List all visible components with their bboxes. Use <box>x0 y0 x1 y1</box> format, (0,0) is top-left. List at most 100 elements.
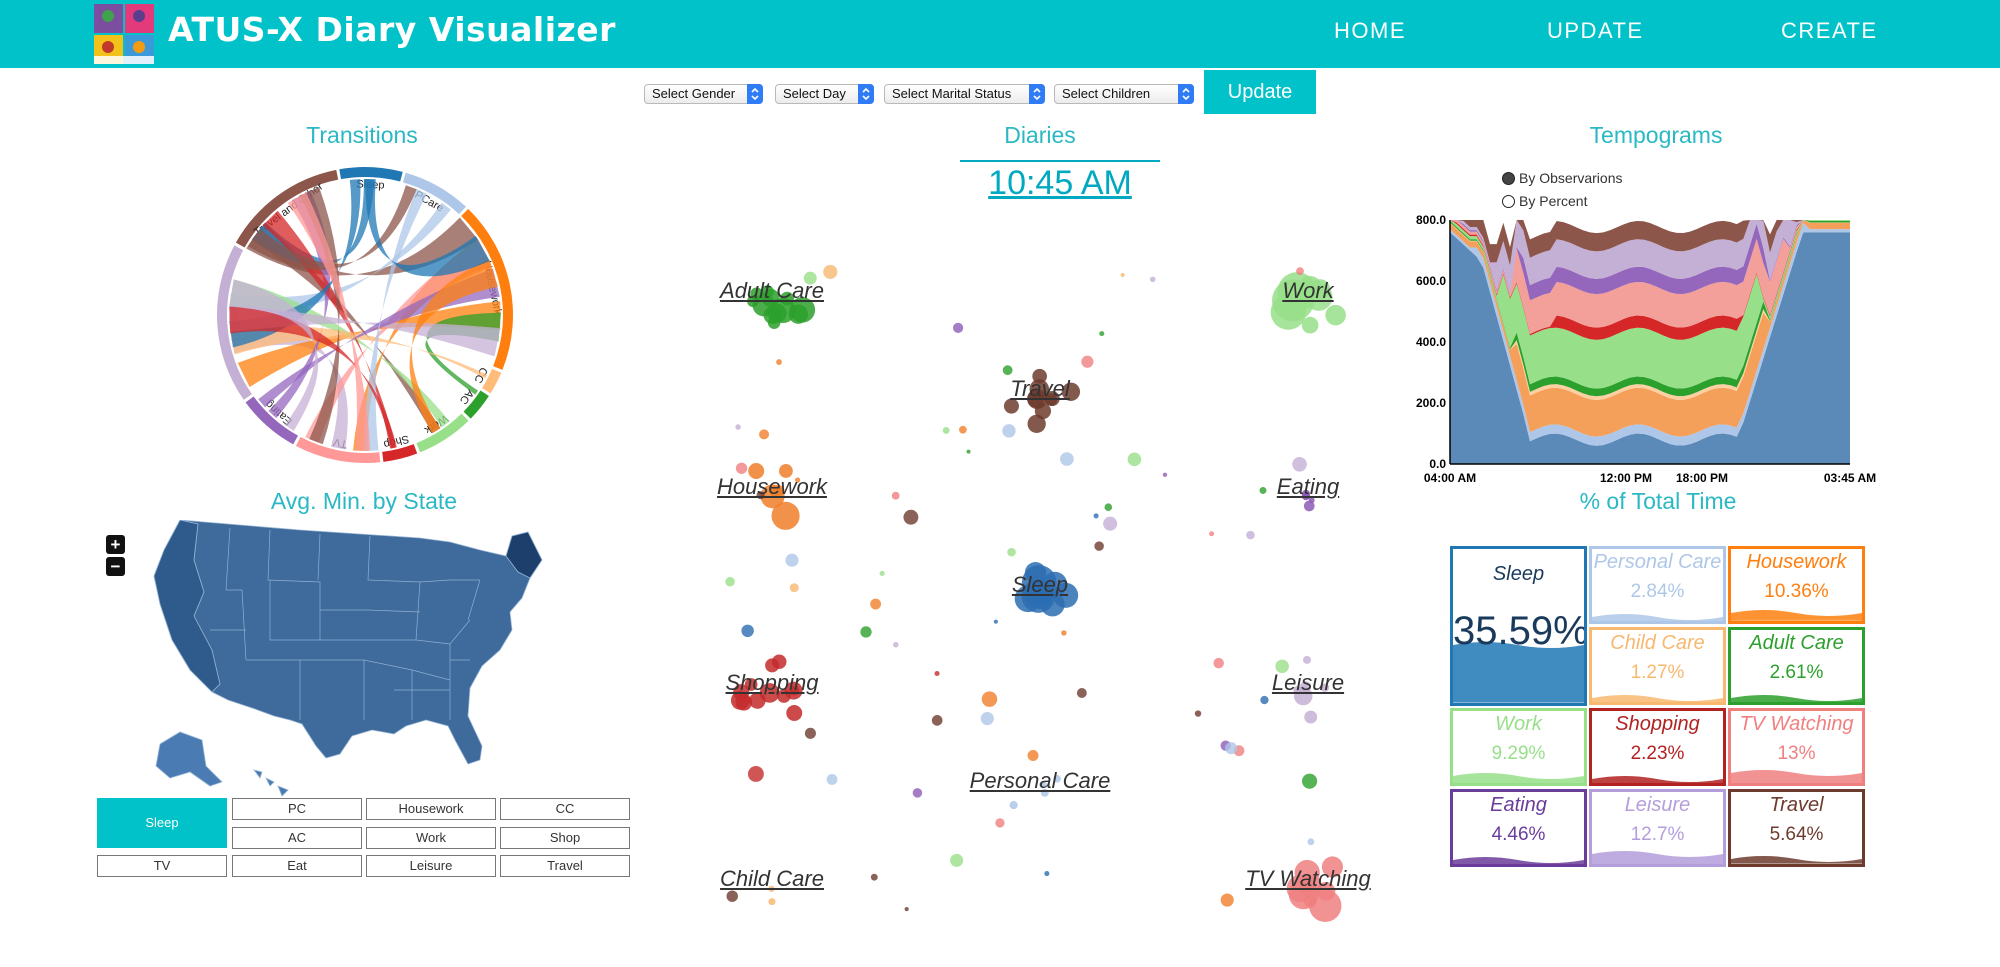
nav-home[interactable]: HOME <box>1334 18 1406 43</box>
diary-bubble[interactable] <box>1301 316 1319 334</box>
pct-cell[interactable]: Leisure 12.7% <box>1589 789 1726 867</box>
diary-bubble[interactable] <box>1316 881 1336 901</box>
diary-bubble[interactable] <box>1103 516 1118 531</box>
diary-bubble[interactable] <box>1307 838 1315 846</box>
diary-bubble[interactable] <box>1293 686 1313 706</box>
pct-cell[interactable]: Housework 10.36% <box>1728 546 1865 624</box>
state-btn-eat[interactable]: Eat <box>232 855 362 877</box>
diary-bubble[interactable] <box>1009 800 1018 810</box>
nav-create[interactable]: CREATE <box>1781 18 1878 43</box>
diary-bubble[interactable] <box>741 624 754 638</box>
pct-cell[interactable]: Sleep 35.59% <box>1450 546 1587 706</box>
diary-bubble[interactable] <box>789 297 816 323</box>
diary-bubble[interactable] <box>1325 304 1346 326</box>
chord-arc[interactable] <box>382 444 418 462</box>
diary-bubble[interactable] <box>1044 871 1050 877</box>
zoom-in-button[interactable]: + <box>106 535 125 554</box>
diary-bubble[interactable] <box>942 426 950 434</box>
chord-ribbon[interactable] <box>364 189 427 451</box>
chord-arc[interactable] <box>463 390 489 419</box>
diary-bubble[interactable] <box>735 424 741 430</box>
bubble-label-eating[interactable]: Eating <box>1276 474 1340 499</box>
diary-bubble[interactable] <box>891 491 900 500</box>
tempogram-area-chart[interactable]: 800.0 600.0 400.0 200.0 0.004:00 AM 12:00 PM 1… <box>1410 210 1890 500</box>
diary-bubble[interactable] <box>879 570 885 576</box>
diary-bubble[interactable] <box>912 788 923 798</box>
state-btn-work[interactable]: Work <box>366 827 496 849</box>
diary-bubble[interactable] <box>771 501 800 530</box>
diary-bubble[interactable] <box>1213 657 1224 669</box>
bubble-label-travel[interactable]: Travel <box>1010 376 1070 401</box>
diary-bubble[interactable] <box>760 484 785 509</box>
pct-cell[interactable]: Child Care 1.27% <box>1589 627 1726 705</box>
state-btn-tv[interactable]: TV <box>97 855 227 877</box>
diary-bubble[interactable] <box>789 685 800 696</box>
diary-bubble[interactable] <box>1027 390 1045 408</box>
diary-bubble[interactable] <box>759 429 770 440</box>
tempogram-area[interactable] <box>1450 220 1850 400</box>
diary-bubble[interactable] <box>826 773 838 785</box>
diary-bubble[interactable] <box>1060 452 1074 466</box>
chord-arc[interactable] <box>235 169 339 248</box>
diary-bubble[interactable] <box>959 425 967 434</box>
bubble-label-adult-care[interactable]: Adult Care <box>720 278 824 303</box>
bubble-label-personal-care[interactable]: Personal Care <box>969 768 1111 793</box>
chord-ribbon[interactable] <box>229 325 488 379</box>
tempogram-area[interactable] <box>1450 220 1850 389</box>
chord-ribbon[interactable] <box>365 179 490 277</box>
diary-bubble[interactable] <box>993 619 998 624</box>
diary-bubble[interactable] <box>1301 489 1311 499</box>
diary-bubble[interactable] <box>870 598 882 610</box>
tempogram-area[interactable] <box>1450 220 1850 334</box>
chord-ribbon[interactable] <box>409 259 499 434</box>
bubble-label-leisure[interactable]: Leisure <box>1271 670 1345 695</box>
chord-arc[interactable] <box>217 245 252 400</box>
chord-arc[interactable] <box>416 413 469 453</box>
diary-bubble[interactable] <box>823 264 838 279</box>
diary-bubble[interactable] <box>1302 655 1311 664</box>
diary-bubble[interactable] <box>1220 893 1234 907</box>
diary-bubble[interactable] <box>1162 472 1168 477</box>
diary-bubble[interactable] <box>950 853 964 867</box>
alaska-shape[interactable] <box>155 731 223 787</box>
diary-bubble[interactable] <box>1002 424 1016 438</box>
diary-bubble[interactable] <box>747 766 764 782</box>
diary-bubble[interactable] <box>904 907 909 912</box>
diary-bubble[interactable] <box>1014 585 1042 613</box>
diary-bubble[interactable] <box>1283 293 1305 316</box>
diary-bubble[interactable] <box>785 553 799 567</box>
marital-select[interactable]: Select Marital Status <box>884 84 1045 104</box>
state-btn-shop[interactable]: Shop <box>500 827 630 849</box>
tempogram-area[interactable] <box>1450 220 1850 266</box>
diary-bubble[interactable] <box>981 691 998 707</box>
pct-cell[interactable]: Shopping 2.23% <box>1589 708 1726 786</box>
diary-bubble[interactable] <box>980 711 994 726</box>
tempogram-area[interactable] <box>1450 220 1850 437</box>
diary-bubble[interactable] <box>1027 414 1046 434</box>
diary-bubble[interactable] <box>735 462 748 474</box>
diary-bubble[interactable] <box>1194 710 1202 717</box>
pct-cell[interactable]: Adult Care 2.61% <box>1728 627 1865 705</box>
diary-bubble[interactable] <box>725 577 735 587</box>
pct-cell[interactable]: Personal Care 2.84% <box>1589 546 1726 624</box>
diary-bubble[interactable] <box>995 818 1005 828</box>
diary-bubble[interactable] <box>765 658 780 673</box>
diary-bubble[interactable] <box>1286 874 1314 902</box>
diary-bubble[interactable] <box>768 885 775 892</box>
diary-bubble[interactable] <box>1007 547 1016 557</box>
diary-bubble[interactable] <box>750 287 764 301</box>
maine-shape[interactable] <box>505 531 543 579</box>
diary-bubble[interactable] <box>1061 630 1067 636</box>
diary-bubble[interactable] <box>804 727 816 739</box>
diary-bubble[interactable] <box>1321 856 1344 878</box>
tempogram-area[interactable] <box>1450 223 1850 446</box>
nav-update[interactable]: UPDATE <box>1547 18 1644 43</box>
diary-bubble[interactable] <box>1044 391 1060 407</box>
chord-arc[interactable] <box>461 208 513 370</box>
diary-bubble[interactable] <box>1053 775 1061 783</box>
diary-bubble[interactable] <box>1275 659 1289 674</box>
chord-ribbon[interactable] <box>237 301 501 388</box>
gender-select[interactable]: Select Gender <box>644 84 763 104</box>
diary-bubble[interactable] <box>966 449 971 454</box>
zoom-out-button[interactable]: − <box>106 557 125 576</box>
